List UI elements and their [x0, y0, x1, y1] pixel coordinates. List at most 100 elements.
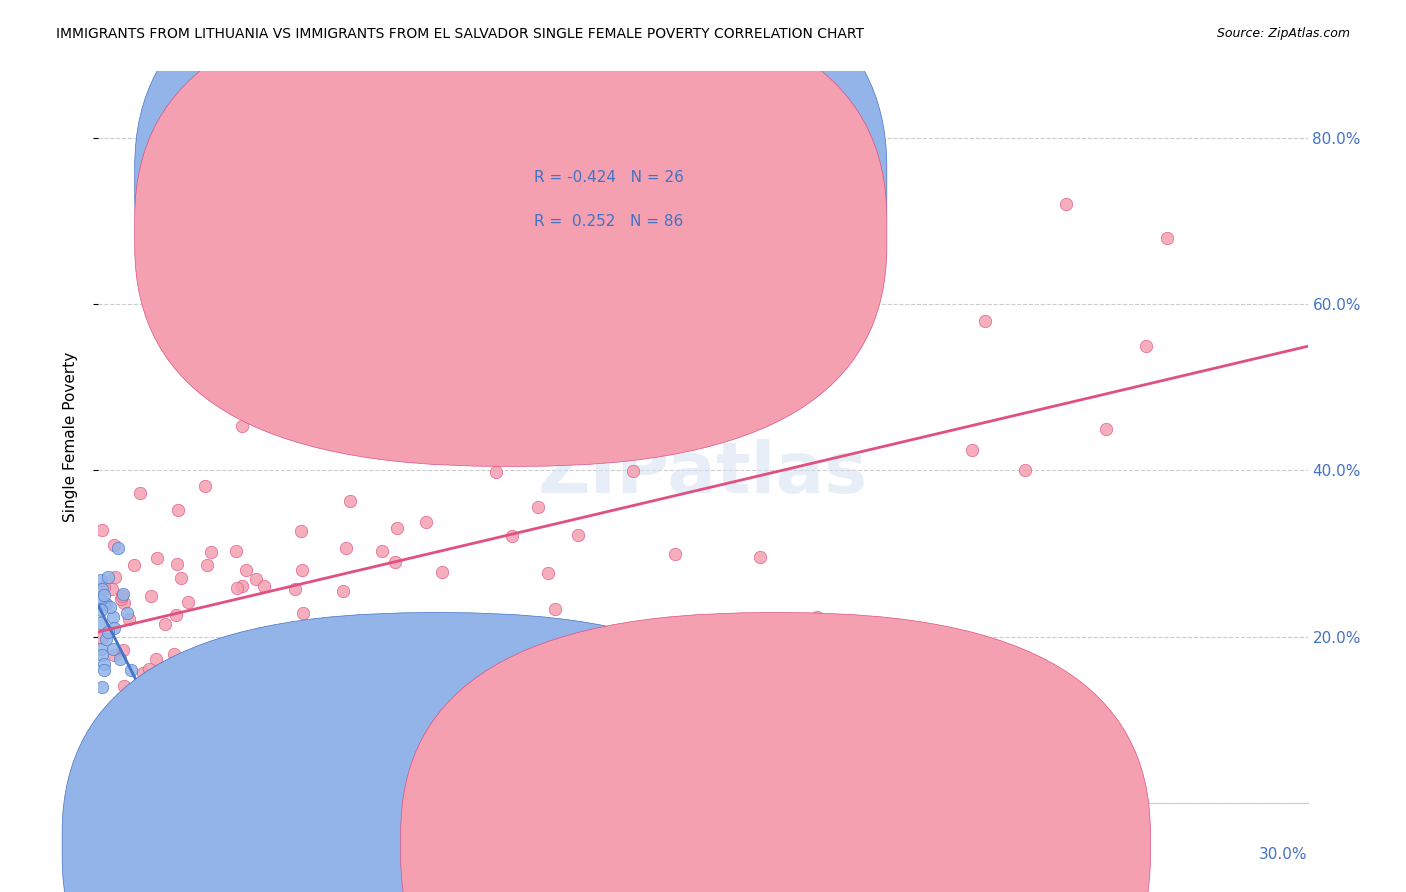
Point — [371, 543, 394, 558]
Point — [90, 574, 112, 588]
Point — [350, 436, 373, 450]
Point — [93, 657, 115, 671]
Text: 0.0%: 0.0% — [98, 847, 138, 862]
Point — [339, 494, 361, 508]
Point — [413, 643, 436, 657]
Point — [664, 547, 686, 561]
Point — [103, 621, 125, 635]
Point — [90, 603, 112, 617]
Point — [488, 657, 510, 672]
Point — [177, 595, 200, 609]
Text: Immigrants from El Salvador: Immigrants from El Salvador — [738, 847, 957, 862]
Point — [120, 663, 142, 677]
Point — [97, 625, 120, 640]
Point — [93, 663, 115, 677]
Point — [118, 612, 141, 626]
Point — [90, 642, 112, 657]
Point — [537, 566, 560, 581]
Point — [138, 662, 160, 676]
Point — [166, 503, 188, 517]
Point — [179, 656, 201, 670]
Point — [153, 617, 176, 632]
Point — [544, 602, 567, 616]
Point — [243, 640, 266, 655]
Point — [1014, 463, 1036, 477]
FancyBboxPatch shape — [62, 613, 811, 892]
Point — [291, 563, 314, 577]
Point — [420, 620, 443, 634]
Point — [226, 581, 249, 595]
Point — [1156, 230, 1178, 244]
Point — [156, 667, 179, 681]
FancyBboxPatch shape — [474, 152, 860, 261]
FancyBboxPatch shape — [135, 0, 887, 415]
Point — [427, 657, 450, 671]
Point — [1054, 197, 1077, 211]
Point — [225, 544, 247, 558]
Point — [93, 580, 115, 594]
FancyBboxPatch shape — [135, 0, 887, 467]
Point — [335, 541, 357, 556]
Point — [101, 609, 124, 624]
Point — [94, 597, 117, 611]
Point — [139, 683, 162, 698]
Text: ZIPatlas: ZIPatlas — [538, 439, 868, 508]
Point — [231, 418, 253, 433]
Point — [200, 683, 222, 698]
Point — [375, 677, 398, 691]
Point — [163, 647, 186, 661]
Point — [350, 627, 373, 641]
Point — [384, 636, 406, 650]
Point — [112, 596, 135, 610]
Point — [284, 582, 307, 596]
Point — [169, 671, 191, 685]
Point — [194, 479, 217, 493]
Point — [103, 641, 125, 656]
Point — [332, 584, 354, 599]
Point — [501, 529, 523, 543]
Point — [129, 486, 152, 500]
Point — [112, 643, 135, 657]
Point — [245, 573, 267, 587]
Point — [136, 747, 159, 761]
Point — [291, 606, 314, 620]
Point — [231, 579, 253, 593]
Point — [485, 465, 508, 479]
Point — [146, 550, 169, 565]
Point — [415, 515, 437, 529]
Point — [748, 549, 770, 564]
Text: IMMIGRANTS FROM LITHUANIA VS IMMIGRANTS FROM EL SALVADOR SINGLE FEMALE POVERTY C: IMMIGRANTS FROM LITHUANIA VS IMMIGRANTS … — [56, 27, 865, 41]
Point — [93, 588, 115, 602]
Point — [166, 557, 188, 571]
Point — [112, 679, 135, 693]
Point — [103, 538, 125, 552]
Point — [236, 673, 259, 687]
Text: Source: ZipAtlas.com: Source: ZipAtlas.com — [1216, 27, 1350, 40]
Text: R =  0.252   N = 86: R = 0.252 N = 86 — [534, 214, 683, 229]
Point — [100, 582, 122, 596]
Point — [91, 523, 114, 537]
Y-axis label: Single Female Poverty: Single Female Poverty — [63, 352, 77, 522]
Point — [385, 521, 408, 535]
Point — [94, 597, 117, 611]
Point — [139, 589, 162, 603]
Point — [567, 527, 589, 541]
Point — [91, 631, 114, 645]
Point — [419, 624, 441, 639]
Point — [132, 666, 155, 681]
Point — [1095, 422, 1118, 436]
Point — [89, 590, 111, 604]
Point — [94, 632, 117, 647]
Point — [290, 524, 312, 538]
Point — [165, 608, 187, 623]
Point — [162, 663, 184, 677]
Point — [96, 570, 118, 584]
FancyBboxPatch shape — [401, 613, 1150, 892]
Point — [527, 500, 550, 514]
Point — [217, 675, 239, 690]
Point — [170, 571, 193, 585]
Point — [111, 589, 134, 603]
Point — [90, 680, 112, 694]
Point — [110, 591, 132, 606]
Point — [115, 606, 138, 620]
